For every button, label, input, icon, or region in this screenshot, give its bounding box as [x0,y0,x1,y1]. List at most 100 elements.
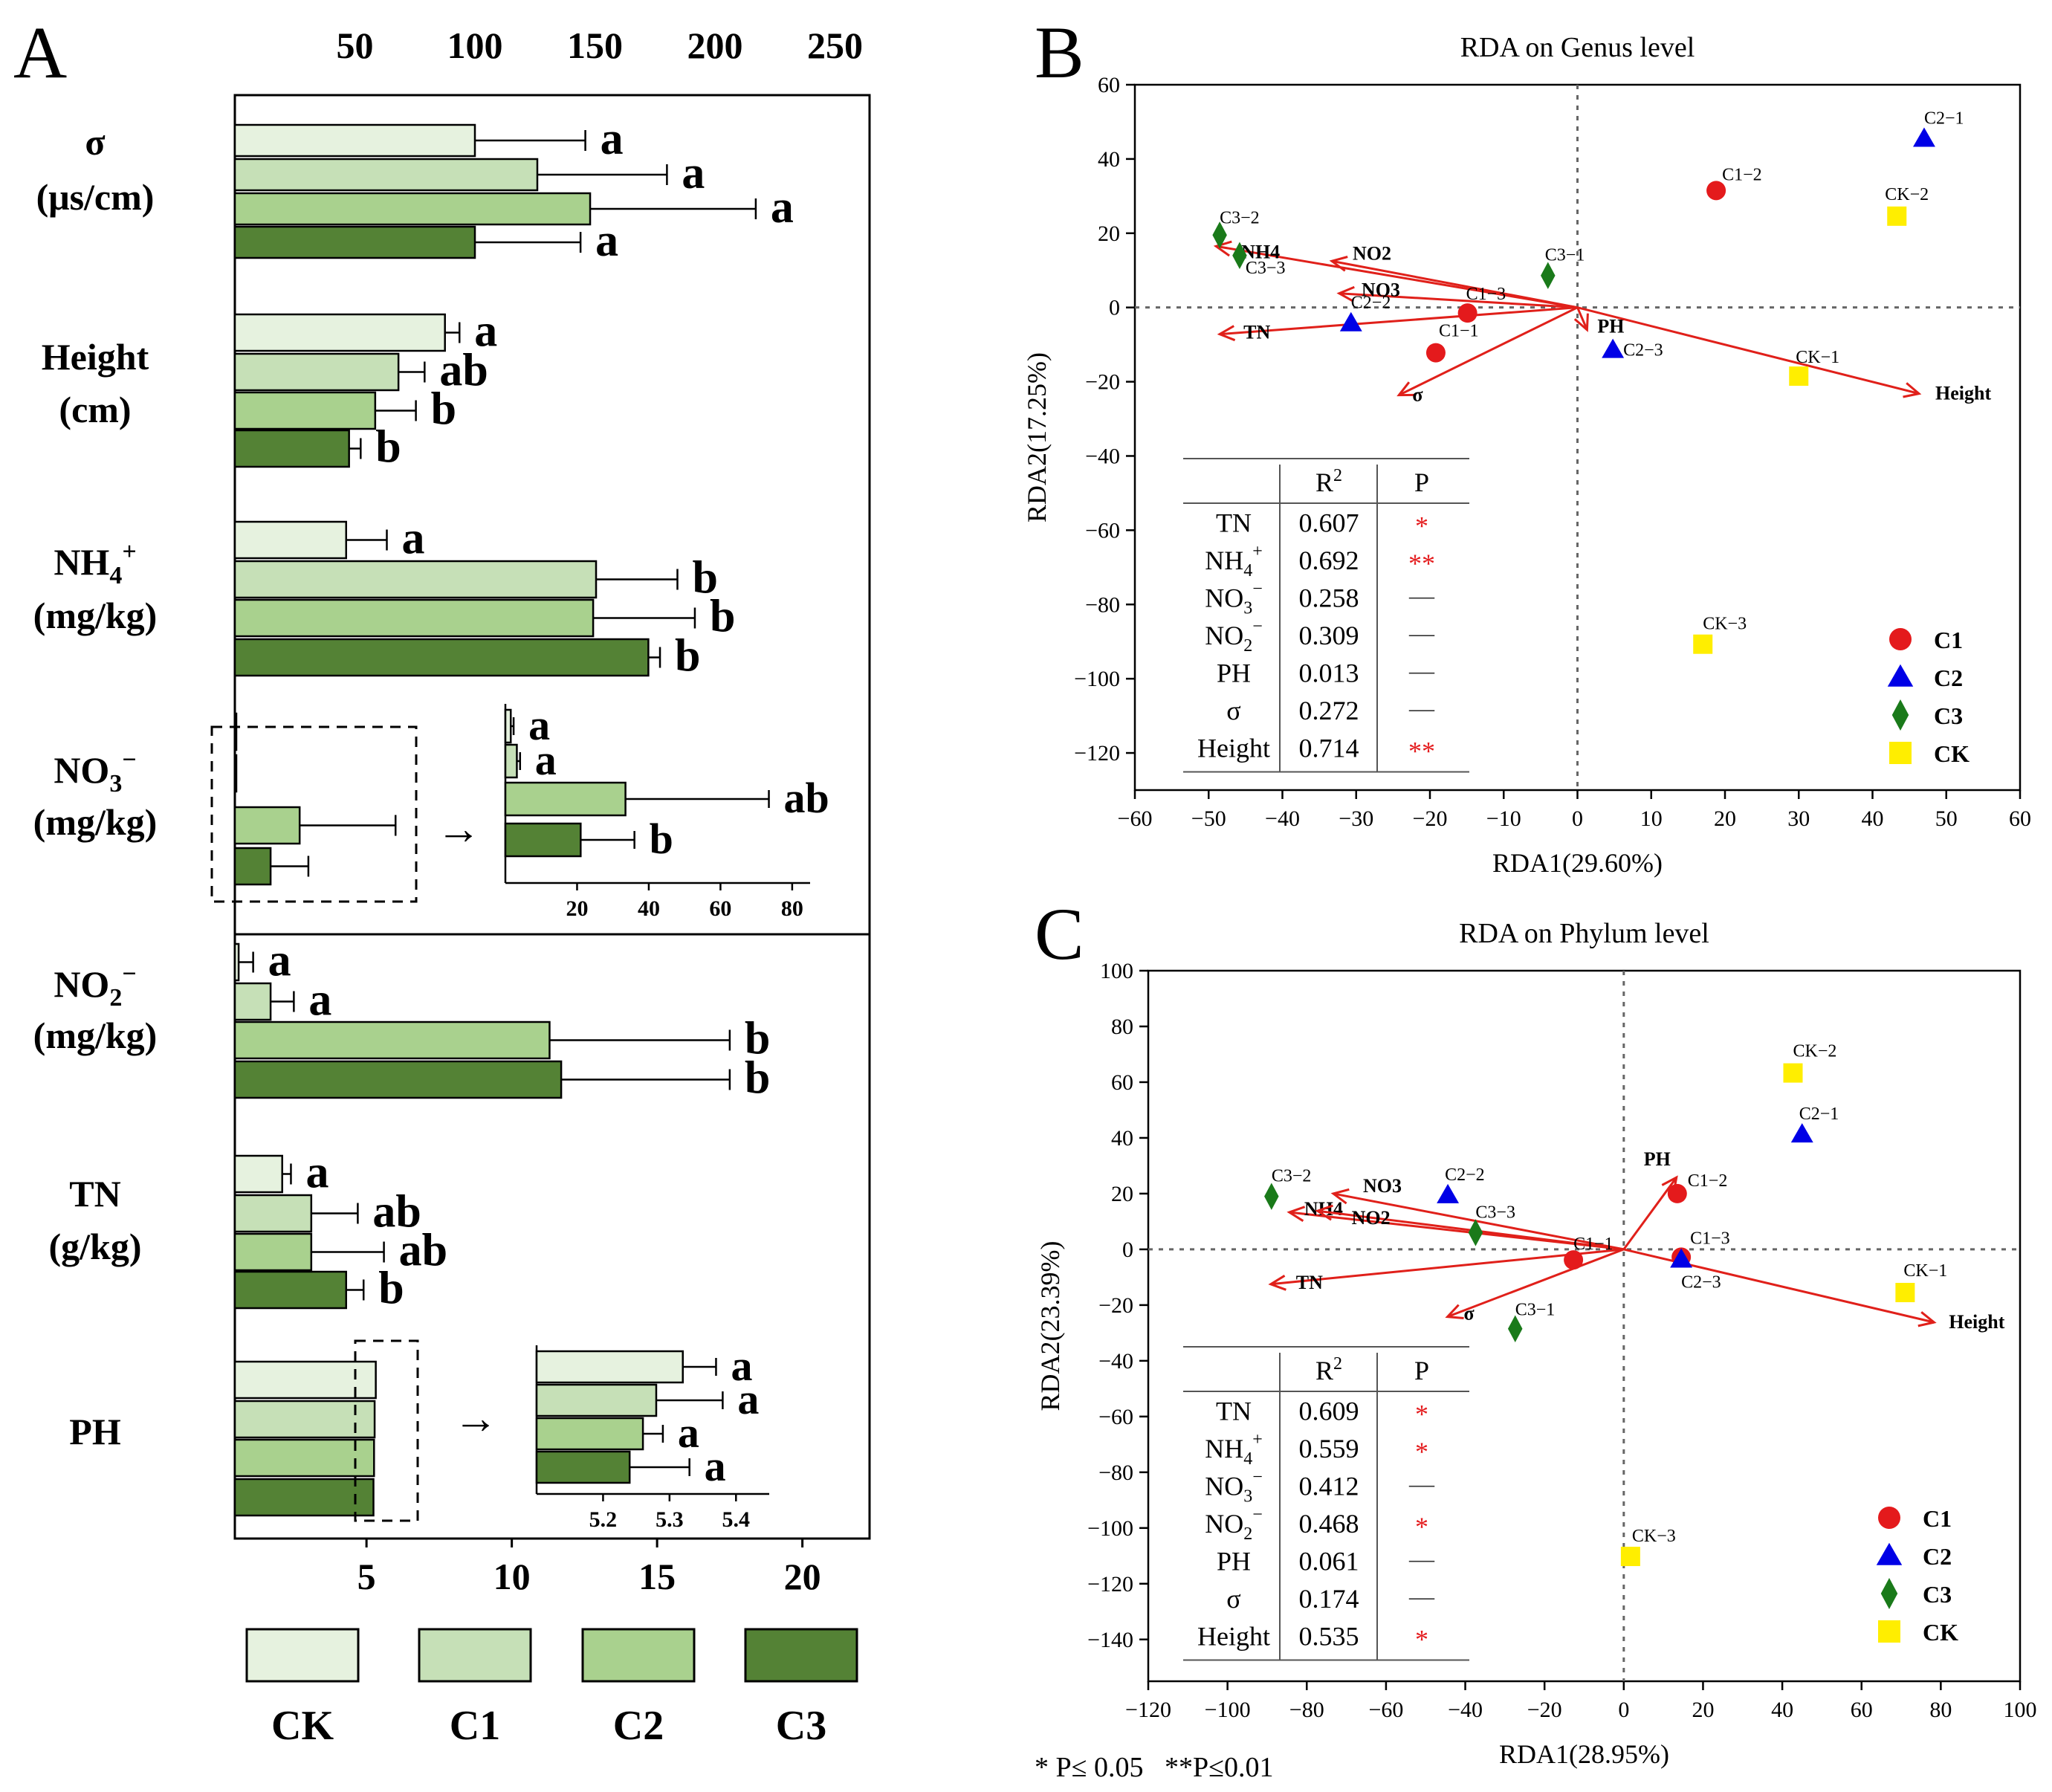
phylum-legend-marker-c3 [1880,1578,1898,1609]
genus-x-tick-0: 0 [1572,806,1583,831]
genus-legend-label-ck: CK [1934,740,1970,767]
significance-letter-sigma-c3: a [595,216,618,266]
genus-title: RDA on Genus level [1460,32,1695,63]
group-unit-no3: (mg/kg) [33,801,158,843]
genus-vector-no3 [1339,292,1578,309]
phylum-x-tick-80: −80 [1289,1698,1324,1722]
top-axis-tick-100: 100 [447,25,503,66]
genus-y-tick-0: 0 [1109,296,1120,320]
phylum-point-ck-3 [1620,1547,1640,1567]
bar-nh4-c1 [233,560,598,599]
legend-label-c2: C2 [613,1703,664,1749]
bar-no3-c3 [233,847,272,886]
phylum-legend-label-c3: C3 [1923,1581,1952,1608]
phylum-x-tick-120: −120 [1125,1698,1171,1722]
bar-nh4-c3 [233,638,650,677]
phylum-vector-label-no2: NO2 [1352,1207,1391,1229]
group-no2: NO2−(mg/kg) aa bb [33,936,771,1104]
phylum-vector-head-nh4 [1286,1206,1306,1222]
phylum-table-r2-3: 0.468 [1299,1509,1359,1539]
phylum-table-var-6: Height [1197,1622,1270,1652]
phylum-x-tick-80: 80 [1929,1698,1952,1722]
phylum-y-tick-60: −60 [1098,1405,1133,1429]
genus-table-var-6: Height [1197,734,1270,763]
phylum-table-var-0: TN [1216,1397,1252,1426]
phylum-x-tick-40: −40 [1448,1698,1483,1722]
genus-point-label-ck-3: CK−3 [1703,615,1747,634]
genus-y-tick-40: −40 [1085,444,1120,468]
zoom-box-no3 [210,725,418,903]
phylum-x-tick-20: −20 [1527,1698,1562,1722]
genus-y-tick-20: −20 [1085,370,1120,395]
phylum-y-label: RDA2(23.39%) [1035,1241,1065,1411]
bar-ph-c3 [233,1478,375,1517]
genus-table-var-4: PH [1217,659,1251,688]
inset-bar-no3-ck [504,708,512,744]
inset-letter-ph-c1: a [737,1375,759,1423]
inset-bar-ph-c2 [535,1417,644,1451]
phylum-legend-marker-c2 [1876,1542,1903,1565]
phylum-point-c1-1 [1564,1250,1584,1270]
phylum-table-r2-0: 0.609 [1299,1397,1359,1426]
genus-vector-head-ph [1573,313,1589,332]
phylum-point-c3-3 [1468,1219,1483,1246]
phylum-vector-no3 [1333,1192,1625,1251]
phylum-x-tick-60: −60 [1368,1698,1403,1722]
bar-ph-c2 [233,1438,375,1478]
genus-legend-marker-ck [1889,742,1912,764]
phylum-vector-label-no3: NO3 [1363,1175,1402,1197]
phylum-table-var-4: PH [1217,1547,1251,1576]
significance-letter-nh4-c1: b [692,553,717,604]
group-nh4: NH4+ (mg/kg) a bbb [33,514,736,682]
group-label-sigma: σ [85,121,105,163]
inset-bar-ph-ck [535,1350,684,1384]
genus-vector-label-nh4: NH4 [1241,241,1280,262]
zoom-box-ph [354,1339,419,1522]
phylum-point-label-c1-2: C1−2 [1688,1171,1728,1191]
group-unit-sigma: (μs/cm) [36,176,155,218]
phylum-point-label-c1-1: C1−1 [1573,1235,1614,1254]
phylum-y-tick-140: −140 [1087,1628,1133,1652]
genus-y-label: RDA2(17.25%) [1022,352,1052,523]
genus-table-header-r2: R2 [1315,466,1342,497]
phylum-point-c3-1 [1507,1315,1523,1342]
group-label-no3: NO3− [54,746,136,798]
inset-letter-ph-c3: a [705,1442,726,1490]
legend-swatch-c1 [418,1628,532,1683]
phylum-x-tick-20: 20 [1692,1698,1714,1722]
significance-letter-tn-c3: b [378,1264,404,1314]
bottom-axis-tick-15: 15 [638,1556,676,1597]
phylum-x-tick-0: 0 [1618,1698,1629,1722]
genus-point-label-c1-1: C1−1 [1439,322,1479,341]
panel-label-b: B [1035,11,1084,94]
bottom-axis-tick-5: 5 [357,1556,376,1597]
genus-vector-head-no3 [1336,285,1355,303]
genus-y-tick-40: 40 [1098,147,1120,172]
significance-letter-sigma-ck: a [601,114,624,164]
phylum-table-var-1: NH4+ [1205,1430,1263,1469]
phylum-y-tick-40: 40 [1111,1126,1133,1151]
legend-label-c3: C3 [776,1703,826,1749]
genus-point-label-c1-2: C1−2 [1722,165,1762,184]
group-no3: NO3−(mg/kg) → 20 40 60 80 aa ab b [33,701,829,921]
genus-y-tick-120: −120 [1074,741,1120,766]
phylum-table-p-6: * [1415,1625,1428,1654]
bar-height-ck [233,313,446,352]
genus-point-c3-3 [1232,242,1247,269]
phylum-vector-label-ph: PH [1644,1148,1671,1170]
inset-tick-ph-5-2: 5.2 [589,1507,618,1532]
panel-b-rda-genus: RDA on Genus level−60 −50 −40 −30 −20 −10 0 10 2… [1022,32,2031,878]
bar-tn-c1 [233,1194,313,1233]
genus-point-c1-3 [1457,303,1477,323]
phylum-point-label-c2-2: C2−2 [1445,1165,1485,1185]
bar-nh4-ck [233,520,348,560]
genus-x-tick-10: −10 [1486,806,1521,831]
phylum-table-var-5: σ [1226,1584,1240,1614]
genus-table-var-0: TN [1216,508,1252,538]
group-unit-tn: (g/kg) [49,1226,142,1267]
bar-ph-c1 [233,1400,376,1439]
group-label-nh4: NH4+ [54,538,136,589]
significance-letter-height-c1: ab [439,346,488,396]
